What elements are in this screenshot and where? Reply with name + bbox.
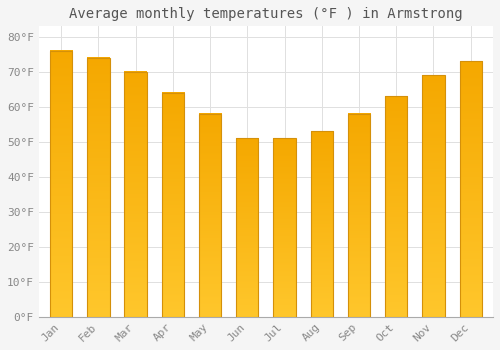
Bar	[385, 96, 407, 317]
Bar	[87, 58, 110, 317]
Bar	[236, 138, 258, 317]
Bar	[348, 114, 370, 317]
Bar	[50, 51, 72, 317]
Bar	[274, 138, 295, 317]
Bar	[199, 114, 222, 317]
Title: Average monthly temperatures (°F ) in Armstrong: Average monthly temperatures (°F ) in Ar…	[69, 7, 462, 21]
Bar	[162, 93, 184, 317]
Bar	[310, 131, 333, 317]
Bar	[460, 61, 482, 317]
Bar	[124, 72, 147, 317]
Bar	[422, 75, 444, 317]
